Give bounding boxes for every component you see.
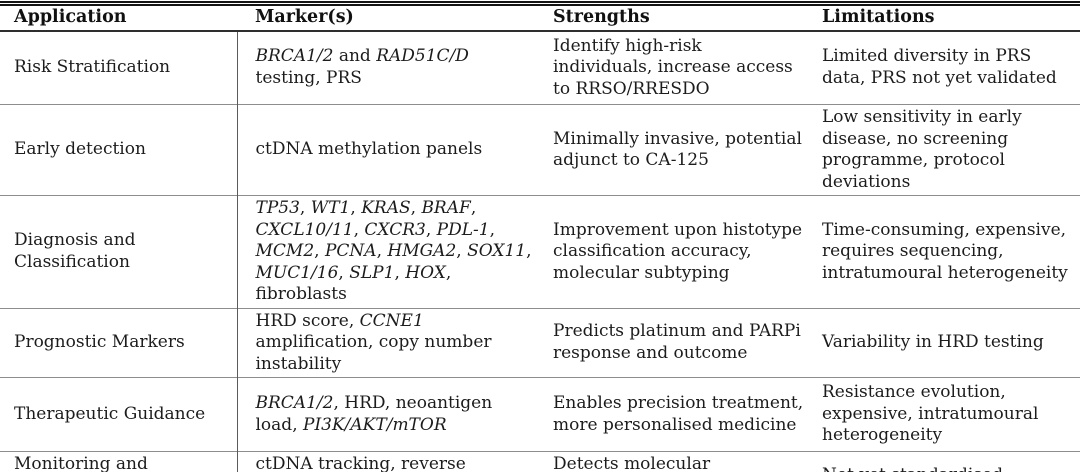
table-row: Diagnosis and Classification TP53, WT1, K… [0,195,1080,308]
cell-markers: ctDNA methylation panels [237,104,545,196]
gene-name: KRAS [361,198,411,218]
gene-name: HMGA2 [387,241,457,261]
marker-text: ctDNA tracking, reverse mutation sequenc… [255,454,466,472]
marker-text: , [470,198,477,218]
table-row: Prognostic Markers HRD score, CCNE1 ampli… [0,307,1080,378]
table-row: Therapeutic Guidance BRCA1/2, HRD, neoant… [0,377,1080,452]
cell-limitations: Low sensitivity in early disease, no scr… [812,104,1080,196]
table-row: Early detection ctDNA methylation panels M… [0,104,1080,196]
gene-name: PCNA [324,241,377,261]
marker-text: , HRD, neoantigen load, [255,393,493,435]
gene-name: CXCR3 [364,219,426,240]
cell-limitations: Variability in HRD testing [812,307,1080,378]
table-row: Monitoring and Resistance ctDNA tracking,… [0,451,1080,472]
cell-application: Monitoring and Resistance [0,451,238,472]
cell-application: Early detection [0,104,238,196]
cell-strengths: Improvement upon histotype classificatio… [545,195,812,308]
marker-text: HRD score, [255,310,360,331]
marker-text: , [299,198,311,218]
marker-text: , [350,198,362,218]
gene-name: RAD51C/D [376,46,469,67]
gene-name: PDL-1 [436,219,490,240]
cell-strengths: Detects molecular progression [545,451,812,472]
gene-name: CCNE1 [359,310,424,331]
table-header: Application Marker(s) Strengths Limitati… [0,3,1080,32]
marker-text: amplification, copy number instability [255,332,492,374]
cell-limitations: Not yet standardised [812,451,1080,472]
marker-text: and [333,46,377,67]
header-row: Application Marker(s) Strengths Limitati… [0,3,1080,32]
cell-application: Diagnosis and Classification [0,195,238,308]
marker-text: , [394,262,406,283]
cell-markers: ctDNA tracking, reverse mutation sequenc… [237,451,545,472]
cell-strengths: Enables precision treatment, more person… [545,377,812,452]
cell-limitations: Limited diversity in PRS data, PRS not y… [822,46,1057,88]
cell-application: Risk Stratification [0,30,238,105]
marker-text: , [376,241,388,261]
gene-name: SOX11 [467,241,527,261]
table-body: Risk Stratification BRCA1/2 and RAD51C/D … [0,30,1080,472]
gene-name: CXCL10/11 [255,219,354,240]
marker-text: , [410,198,422,218]
table-row: Risk Stratification BRCA1/2 and RAD51C/D … [0,30,1080,105]
cell-application: Therapeutic Guidance [0,377,238,452]
marker-text: , [338,262,350,283]
marker-text: , [456,241,468,261]
cell-limitations: Resistance evolution, expensive, intratu… [812,377,1080,452]
marker-text: , [489,219,495,240]
column-header-limitations: Limitations [812,3,1080,32]
marker-text: testing, PRS [255,67,362,88]
gene-name: SLP1 [349,262,395,283]
cell-markers: BRCA1/2, HRD, neoantigen load, PI3K/AKT/… [237,377,545,452]
column-header-strengths: Strengths [545,3,812,32]
column-header-application: Application [0,3,237,32]
gene-name: BRCA1/2 [255,393,334,413]
cell-strengths: Identify high-risk individuals, increase… [553,35,793,99]
cell-strengths: Minimally invasive, potential adjunct to… [545,104,812,196]
marker-text: , [314,241,325,261]
gene-name: MUC1/16 [255,262,339,283]
gene-name: TP53 [255,198,300,218]
cell-strengths: Predicts platinum and PARPi response and… [545,307,812,378]
gene-name: WT1 [310,198,351,218]
gene-name: BRCA1/2 [255,46,334,67]
marker-text: , fibroblasts [255,262,452,305]
marker-text: , [425,219,437,240]
gene-name: PI3K/AKT/mTOR [303,414,447,435]
cell-application: Prognostic Markers [0,307,238,378]
gene-name: MCM2 [255,241,315,261]
cell-limitations: Time-consuming, expensive, requires sequ… [812,195,1080,308]
cell-markers: HRD score, CCNE1 amplification, copy num… [237,307,545,378]
marker-text: , [353,219,365,240]
column-header-markers: Marker(s) [237,3,545,32]
marker-text: , [526,241,532,261]
cell-markers: BRCA1/2 and RAD51C/D testing, PRS [237,31,545,105]
marker-text: ctDNA methylation panels [255,139,483,160]
gene-name: HOX [405,262,446,283]
cell-markers: TP53, WT1, KRAS, BRAF, CXCL10/11, CXCR3,… [237,195,545,308]
gene-name: BRAF [421,198,471,218]
